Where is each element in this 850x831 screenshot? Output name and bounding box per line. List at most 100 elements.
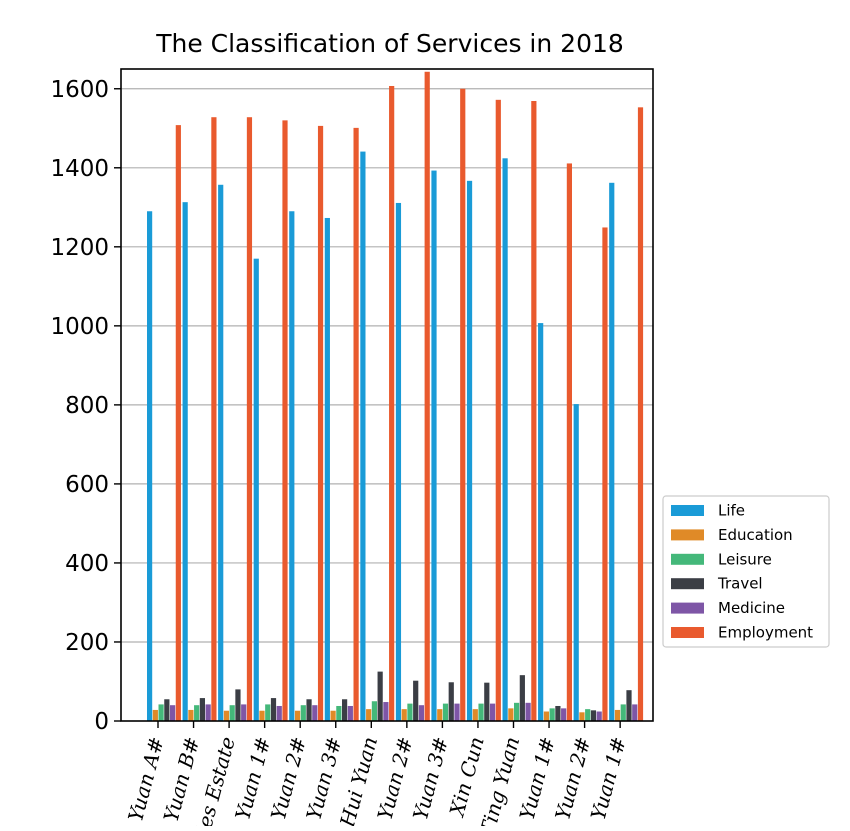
bar-travel: [519, 675, 525, 721]
legend: Life Education Leisure Travel Medicine Employ…: [662, 495, 830, 648]
legend-box: [662, 495, 830, 648]
legend-label-medicine: Medicine: [718, 599, 785, 617]
bar-education: [543, 711, 549, 721]
bars: [147, 71, 644, 722]
bar-education: [472, 709, 478, 721]
bar-medicine: [347, 705, 353, 721]
bar-travel: [377, 671, 383, 721]
bar-life: [466, 180, 473, 721]
legend-swatch-education: [671, 529, 704, 541]
bar-life: [360, 151, 366, 721]
plot-frame: [120, 68, 654, 722]
bar-life: [538, 323, 544, 721]
legend-swatch-life: [671, 505, 704, 516]
bar-employment: [246, 117, 253, 721]
bar-medicine: [312, 705, 318, 721]
legend-swatch-travel: [671, 578, 704, 590]
bar-education: [401, 709, 407, 721]
bar-travel: [199, 698, 205, 721]
bar-travel: [448, 682, 454, 721]
bar-medicine: [561, 708, 567, 721]
y-tick-label: 200: [65, 630, 109, 656]
bar-medicine: [489, 703, 496, 721]
y-tick-label: 400: [65, 551, 109, 577]
bar-life: [182, 202, 188, 721]
bar-life: [324, 217, 330, 722]
bar-employment: [566, 163, 572, 721]
bar-leisure: [265, 704, 271, 721]
legend-label-employment: Employment: [718, 624, 813, 642]
bar-medicine: [454, 703, 460, 721]
bar-employment: [317, 125, 324, 722]
bar-education: [259, 710, 265, 721]
bar-education: [223, 710, 230, 721]
bar-life: [147, 211, 153, 721]
bar-education: [294, 710, 301, 721]
bar-medicine: [205, 704, 211, 721]
bar-leisure: [514, 702, 520, 721]
bar-employment: [424, 71, 430, 722]
bar-leisure: [549, 708, 555, 721]
bar-life: [502, 158, 508, 721]
bar-education: [508, 708, 514, 721]
bar-life: [431, 170, 437, 721]
bar-travel: [235, 689, 241, 721]
bar-employment: [602, 227, 608, 722]
legend-swatch-employment: [671, 627, 704, 638]
bar-employment: [460, 88, 466, 722]
bar-travel: [164, 699, 170, 721]
bar-medicine: [418, 705, 425, 721]
bar-employment: [531, 101, 537, 722]
bar-employment: [282, 120, 288, 722]
bar-education: [188, 709, 194, 721]
bar-travel: [555, 705, 561, 721]
bar-education: [152, 709, 158, 721]
bar-medicine: [383, 702, 389, 721]
bar-leisure: [158, 704, 164, 721]
chart-title: The Classification of Services in 2018: [155, 29, 624, 58]
bar-travel: [342, 699, 348, 721]
y-tick-label: 1600: [50, 77, 109, 103]
bar-leisure: [478, 703, 484, 721]
legend-label-travel: Travel: [717, 575, 763, 593]
bar-travel: [626, 690, 632, 721]
bar-life: [609, 182, 615, 721]
bar-employment: [175, 125, 181, 722]
bar-travel: [413, 680, 419, 721]
bar-employment: [211, 117, 217, 721]
bar-education: [437, 709, 443, 721]
y-tick-label: 600: [65, 472, 109, 498]
bar-medicine: [170, 705, 176, 721]
bar-medicine: [241, 704, 247, 721]
bar-employment: [353, 127, 359, 722]
bar-education: [614, 709, 621, 721]
bar-travel: [270, 698, 277, 721]
bar-life: [289, 211, 295, 721]
grid-lines: [121, 88, 653, 643]
bar-leisure: [585, 709, 591, 721]
bar-life: [218, 184, 224, 721]
y-tick-label: 1400: [50, 156, 109, 182]
bar-leisure: [620, 704, 626, 721]
bar-education: [366, 709, 372, 721]
bar-medicine: [632, 704, 638, 721]
bar-medicine: [525, 702, 531, 721]
bar-leisure: [300, 705, 306, 721]
bar-leisure: [336, 705, 342, 721]
bar-employment: [389, 85, 395, 721]
bar-leisure: [371, 701, 377, 721]
bar-travel: [484, 682, 490, 721]
legend-label-education: Education: [718, 526, 793, 544]
bar-leisure: [407, 703, 413, 721]
bar-life: [395, 202, 402, 721]
bar-travel: [590, 710, 597, 721]
bar-leisure: [229, 705, 235, 721]
bar-education: [579, 712, 585, 721]
bar-education: [330, 710, 336, 721]
bar-employment: [495, 99, 501, 721]
y-tick-label: 0: [94, 709, 109, 735]
bar-employment: [637, 107, 644, 721]
